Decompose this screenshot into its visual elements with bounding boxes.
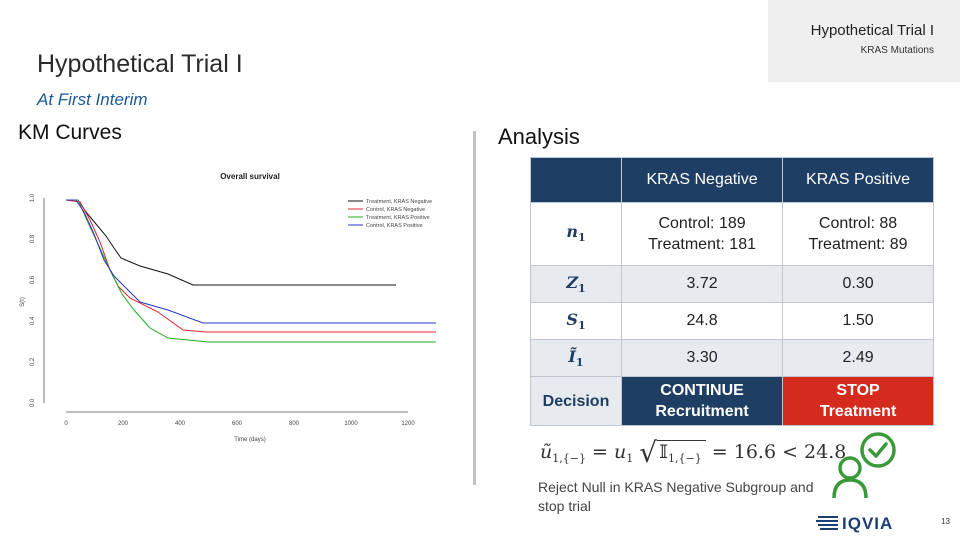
km-y-label: S(t) <box>20 297 26 307</box>
slide-subtitle: At First Interim <box>37 90 148 109</box>
km-y-tick: 1.0 <box>30 193 36 202</box>
slide-title: Hypothetical Trial I <box>37 50 243 78</box>
km-plot-title: Overall survival <box>220 172 280 181</box>
km-x-tick: 1200 <box>401 421 415 427</box>
decision-label: Decision <box>530 376 622 426</box>
col-kras-positive: KRAS Positive <box>782 157 934 203</box>
km-y-tick: 0.0 <box>30 398 36 407</box>
symbol-i1: Ĩ1 <box>530 339 622 377</box>
km-curve-line <box>66 199 436 324</box>
cell-neg-n: Control: 189 Treatment: 181 <box>620 202 784 266</box>
cell-pos-z: 0.30 <box>782 265 934 303</box>
table-row-i: Ĩ1 3.30 2.49 <box>530 339 934 377</box>
km-y-tick: 0.8 <box>30 234 36 243</box>
symbol-s1: S1 <box>530 302 622 340</box>
km-y-tick: 0.2 <box>30 357 36 366</box>
table-row-decision: Decision CONTINUE Recruitment STOP Treatme… <box>530 376 934 426</box>
tag-title: Hypothetical Trial I <box>810 22 934 39</box>
km-x-tick: 400 <box>175 421 186 427</box>
page-number: 13 <box>941 517 950 526</box>
logo-text: IQVIA <box>842 514 893 533</box>
test-formula: ũ1,{−} = u1 √ 𝕀1,{−} = 16.6 < 24.8 <box>540 436 847 469</box>
analysis-heading: Analysis <box>498 124 580 149</box>
km-y-tick: 0.6 <box>30 275 36 284</box>
km-curves <box>65 199 436 343</box>
km-legend-label: Treatment, KRAS Negative <box>366 199 432 205</box>
cell-neg-z: 3.72 <box>620 265 784 303</box>
km-x-tick: 600 <box>232 421 243 427</box>
conclusion-text: Reject Null in KRAS Negative Subgroup an… <box>538 479 814 514</box>
iqvia-logo: IQVIA <box>816 514 893 533</box>
symbol-z1: Z1 <box>530 265 622 303</box>
cell-pos-s: 1.50 <box>782 302 934 340</box>
km-x-tick: 1000 <box>344 421 358 427</box>
km-legend-label: Control, KRAS Positive <box>366 223 423 229</box>
col-kras-negative: KRAS Negative <box>620 157 784 203</box>
cell-pos-i: 2.49 <box>782 339 934 377</box>
table-corner-cell <box>530 157 622 203</box>
header-tag-box: Hypothetical Trial I KRAS Mutations <box>768 0 960 82</box>
table-row-n: n1 Control: 189 Treatment: 181 Control: 8… <box>530 202 934 266</box>
km-plot: Overall survival 0.0 0.2 0.4 0.6 0.8 1.0 0 200… <box>20 172 436 443</box>
cell-pos-n: Control: 88 Treatment: 89 <box>782 202 934 266</box>
km-x-tick: 0 <box>64 421 68 427</box>
km-curve-line <box>66 199 436 343</box>
table-row-s: S1 24.8 1.50 <box>530 302 934 340</box>
km-legend-label: Treatment, KRAS Positive <box>366 215 430 221</box>
km-legend: Treatment, KRAS Negative Control, KRAS Ne… <box>348 199 432 229</box>
section-divider <box>473 131 476 485</box>
km-x-label: Time (days) <box>234 437 265 443</box>
km-y-tick: 0.4 <box>30 316 36 325</box>
table-row-z: Z1 3.72 0.30 <box>530 265 934 303</box>
km-x-ticks: 0 200 400 600 800 1000 1200 <box>64 421 415 427</box>
km-x-tick: 200 <box>118 421 129 427</box>
person-check-icon <box>832 432 896 499</box>
km-legend-label: Control, KRAS Negative <box>366 207 425 213</box>
cell-neg-i: 3.30 <box>620 339 784 377</box>
symbol-n1: n1 <box>530 202 622 266</box>
decision-stop-badge: STOP Treatment <box>782 376 934 426</box>
km-curves-heading: KM Curves <box>18 121 122 144</box>
table-header-row: KRAS Negative KRAS Positive <box>530 157 934 203</box>
km-x-tick: 800 <box>289 421 300 427</box>
tag-subtitle: KRAS Mutations <box>860 45 934 56</box>
decision-continue-badge: CONTINUE Recruitment <box>620 376 784 426</box>
km-curve-line <box>66 199 396 286</box>
km-y-ticks: 0.0 0.2 0.4 0.6 0.8 1.0 <box>30 193 36 407</box>
km-axes <box>43 198 408 413</box>
cell-neg-s: 24.8 <box>620 302 784 340</box>
results-table: KRAS Negative KRAS Positive n1 Control: … <box>530 157 934 426</box>
